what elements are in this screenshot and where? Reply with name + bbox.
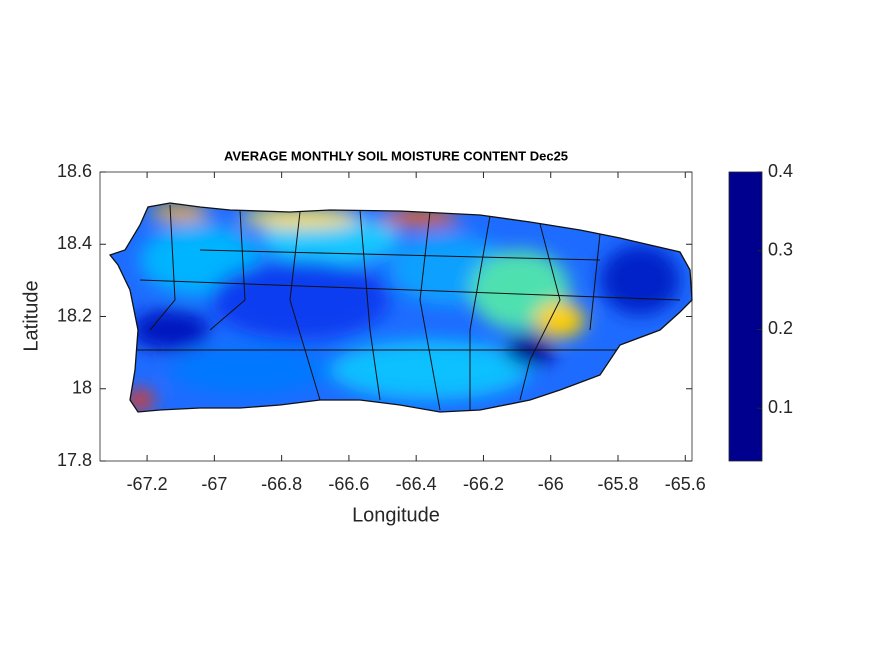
y-tick-label: 17.8 — [57, 450, 92, 470]
x-tick-label: -66.6 — [328, 474, 369, 494]
x-tick-label: -67 — [201, 474, 227, 494]
colorbar-tick-label: 0.2 — [768, 318, 793, 338]
y-tick-label: 18 — [72, 378, 92, 398]
x-axis-label: Longitude — [352, 504, 440, 526]
x-tick-label: -65.8 — [597, 474, 638, 494]
x-tick-label: -66.8 — [261, 474, 302, 494]
y-tick-label: 18.2 — [57, 305, 92, 325]
chart-title: AVERAGE MONTHLY SOIL MOISTURE CONTENT De… — [224, 148, 568, 163]
x-tick-label: -67.2 — [127, 474, 168, 494]
x-tick-label: -65.6 — [665, 474, 706, 494]
y-tick-label: 18.6 — [57, 161, 92, 181]
colorbar-tick-label: 0.3 — [768, 239, 793, 259]
y-tick-label: 18.4 — [57, 233, 92, 253]
colorbar-tick-label: 0.1 — [768, 397, 793, 417]
x-tick-label: -66.2 — [463, 474, 504, 494]
x-tick-label: -66.4 — [396, 474, 437, 494]
x-tick-label: -66 — [538, 474, 564, 494]
y-axis-label: Latitude — [20, 280, 42, 351]
colorbar-tick-label: 0.4 — [768, 161, 793, 181]
colorbar — [728, 171, 763, 462]
soil-moisture-field — [110, 203, 692, 412]
